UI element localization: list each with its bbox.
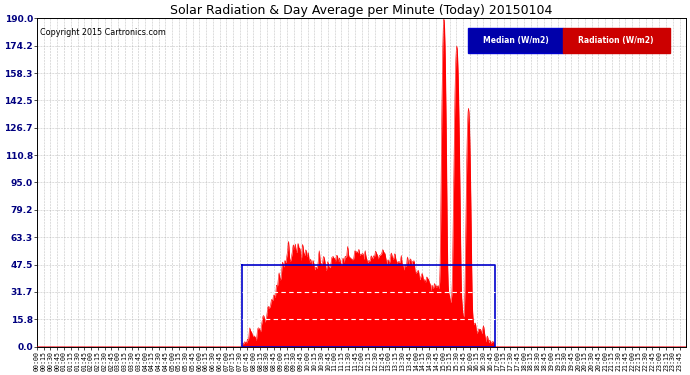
Text: Copyright 2015 Cartronics.com: Copyright 2015 Cartronics.com [40, 28, 166, 37]
Title: Solar Radiation & Day Average per Minute (Today) 20150104: Solar Radiation & Day Average per Minute… [170, 4, 553, 17]
FancyBboxPatch shape [469, 28, 562, 53]
Text: Median (W/m2): Median (W/m2) [482, 36, 549, 45]
FancyBboxPatch shape [562, 28, 669, 53]
Text: Radiation (W/m2): Radiation (W/m2) [578, 36, 654, 45]
